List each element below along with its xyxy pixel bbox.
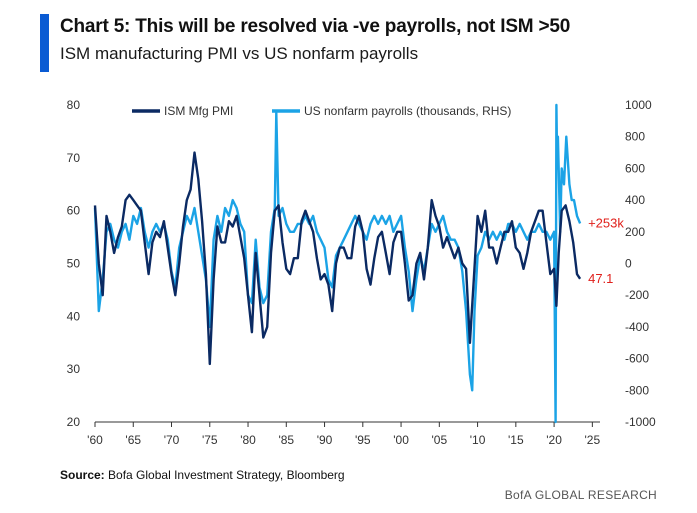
x-tick-label: '60	[87, 433, 103, 447]
series-line-payrolls	[93, 103, 582, 424]
y-left-tick-label: 80	[67, 98, 81, 112]
x-tick-label: '20	[546, 433, 562, 447]
x-tick-label: '80	[240, 433, 256, 447]
chart-subtitle: ISM manufacturing PMI vs US nonfarm payr…	[60, 44, 419, 63]
x-tick-label: '10	[470, 433, 486, 447]
legend-label-ism: ISM Mfg PMI	[164, 104, 233, 118]
y-right-tick-label: -200	[625, 288, 649, 302]
y-left-tick-label: 60	[67, 204, 81, 218]
y-left-tick-label: 20	[67, 415, 81, 429]
y-right-tick-label: 0	[625, 257, 632, 271]
y-right-tick-label: -1000	[625, 415, 656, 429]
y-left-tick-label: 50	[67, 257, 81, 271]
y-left-tick-label: 30	[67, 362, 81, 376]
x-tick-label: '05	[431, 433, 447, 447]
y-left-tick-label: 70	[67, 151, 81, 165]
y-right-tick-label: -800	[625, 383, 649, 397]
series-line-ism	[93, 151, 582, 366]
x-tick-label: '85	[278, 433, 294, 447]
source-text: Bofa Global Investment Strategy, Bloombe…	[108, 468, 345, 482]
annotation-payrolls: +253k	[588, 215, 624, 230]
y-right-tick-label: 800	[625, 130, 645, 144]
chart-title: Chart 5: This will be resolved via -ve p…	[60, 16, 571, 37]
y-right-tick-label: -400	[625, 320, 649, 334]
y-right-tick-label: 1000	[625, 98, 652, 112]
y-right-tick-label: 200	[625, 225, 645, 239]
x-tick-label: '25	[585, 433, 601, 447]
y-right-tick-label: -600	[625, 352, 649, 366]
y-right-tick-label: 400	[625, 193, 645, 207]
source-label: Source:	[60, 468, 105, 482]
x-tick-label: '75	[202, 433, 218, 447]
y-right-tick-label: 600	[625, 161, 645, 175]
x-tick-label: '90	[317, 433, 333, 447]
x-tick-label: '65	[125, 433, 141, 447]
x-tick-label: '70	[164, 433, 180, 447]
source-note: Source: Bofa Global Investment Strategy,…	[60, 468, 345, 482]
annotation-ism: 47.1	[588, 271, 613, 286]
brand-footer: BofA GLOBAL RESEARCH	[504, 488, 657, 502]
x-tick-label: '15	[508, 433, 524, 447]
title-accent-bar	[40, 14, 49, 72]
x-tick-label: '95	[355, 433, 371, 447]
legend-label-payrolls: US nonfarm payrolls (thousands, RHS)	[304, 104, 511, 118]
x-tick-label: '00	[393, 433, 409, 447]
y-left-tick-label: 40	[67, 309, 81, 323]
